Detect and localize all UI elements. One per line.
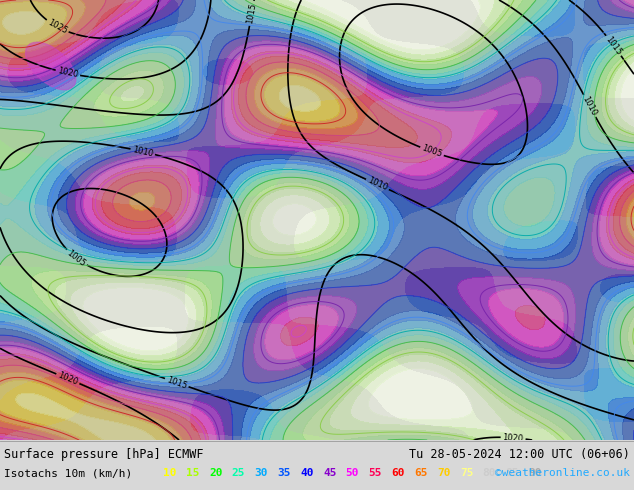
- Text: 20: 20: [209, 468, 223, 478]
- Text: 1020: 1020: [502, 433, 524, 443]
- Text: 1005: 1005: [420, 144, 443, 159]
- Text: 1020: 1020: [56, 370, 79, 387]
- Text: 55: 55: [368, 468, 382, 478]
- Text: 1025: 1025: [46, 18, 68, 36]
- Text: 25: 25: [231, 468, 245, 478]
- Text: 10: 10: [163, 468, 177, 478]
- Text: 35: 35: [277, 468, 291, 478]
- Text: 30: 30: [254, 468, 268, 478]
- Text: 15: 15: [186, 468, 200, 478]
- Text: 40: 40: [300, 468, 314, 478]
- Text: 75: 75: [460, 468, 474, 478]
- Text: 70: 70: [437, 468, 451, 478]
- Text: 1015: 1015: [245, 2, 258, 24]
- Text: 80: 80: [482, 468, 496, 478]
- Text: 1010: 1010: [581, 95, 598, 117]
- Text: 1015: 1015: [165, 375, 188, 391]
- Text: 85: 85: [505, 468, 519, 478]
- Text: 1015: 1015: [604, 34, 624, 57]
- Text: 1020: 1020: [56, 67, 79, 80]
- Text: 65: 65: [414, 468, 428, 478]
- Text: ©weatheronline.co.uk: ©weatheronline.co.uk: [495, 468, 630, 478]
- Text: Surface pressure [hPa] ECMWF: Surface pressure [hPa] ECMWF: [4, 448, 204, 461]
- Text: Isotachs 10m (km/h): Isotachs 10m (km/h): [4, 468, 133, 478]
- Text: Tu 28-05-2024 12:00 UTC (06+06): Tu 28-05-2024 12:00 UTC (06+06): [409, 448, 630, 461]
- Text: 90: 90: [528, 468, 541, 478]
- Text: 1010: 1010: [131, 145, 154, 158]
- Text: 60: 60: [391, 468, 405, 478]
- Text: 50: 50: [346, 468, 359, 478]
- Ellipse shape: [25, 42, 76, 90]
- Text: 1005: 1005: [65, 248, 87, 268]
- Text: 1010: 1010: [366, 176, 389, 193]
- Text: 45: 45: [323, 468, 337, 478]
